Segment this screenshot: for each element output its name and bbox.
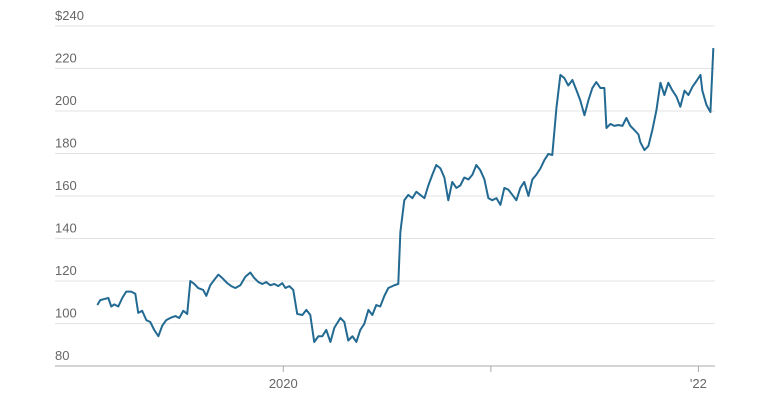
y-tick-label: 100 (55, 306, 77, 321)
y-tick-label: 220 (55, 51, 77, 66)
y-tick-label: 200 (55, 93, 77, 108)
price-line (96, 48, 715, 343)
y-tick-label: 140 (55, 221, 77, 236)
x-tick-label: '22 (690, 376, 707, 391)
y-tick-label: $240 (55, 8, 84, 23)
y-tick-label: 120 (55, 263, 77, 278)
x-tick-label: 2020 (269, 376, 298, 391)
y-tick-label: 180 (55, 136, 77, 151)
y-tick-label: 80 (55, 348, 69, 363)
y-tick-label: 160 (55, 178, 77, 193)
